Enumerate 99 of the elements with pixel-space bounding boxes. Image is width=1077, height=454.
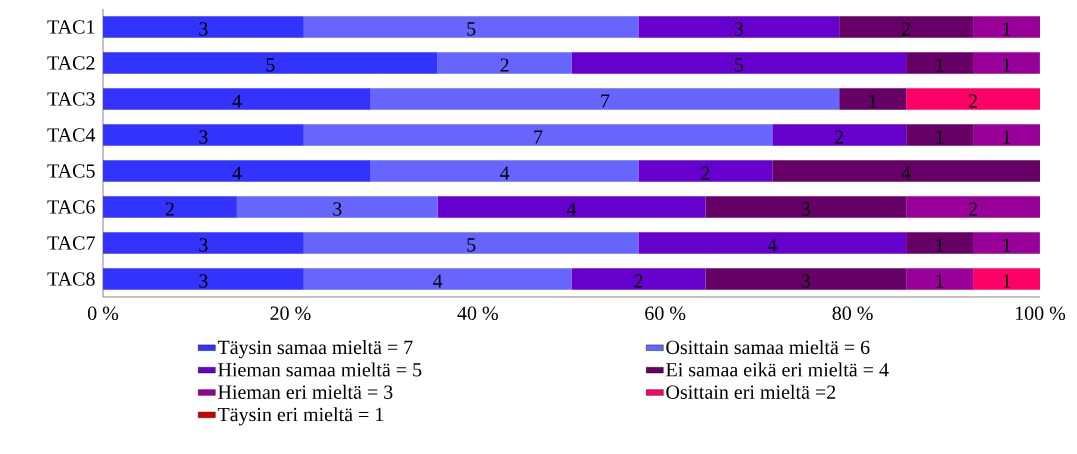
bar — [437, 196, 706, 218]
annotation: 4 — [500, 166, 510, 180]
bar — [303, 232, 639, 254]
bar — [370, 160, 639, 182]
annotation: 2 — [500, 58, 509, 72]
bar — [705, 196, 907, 218]
annotation: 2 — [165, 202, 174, 216]
annotation: 4 — [433, 274, 443, 288]
y-tick-label: TAC8 — [47, 272, 95, 286]
bar — [906, 88, 1040, 110]
bar — [973, 16, 1040, 38]
annotation: 4 — [767, 238, 777, 252]
y-tick-label: TAC5 — [47, 164, 95, 178]
x-tick-label: 100 % — [1015, 306, 1066, 321]
annotation: 1 — [1003, 238, 1011, 252]
annotation: 3 — [199, 274, 208, 288]
bar — [571, 268, 706, 290]
legend-label: Täysin eri mieltä = 1 — [217, 407, 384, 426]
y-tick-label: TAC4 — [47, 128, 96, 142]
annotation: 5 — [467, 22, 476, 36]
bar — [638, 16, 840, 38]
annotation: 1 — [1003, 130, 1011, 144]
bar — [906, 124, 974, 146]
legend-label: Osittain samaa mieltä = 6 — [666, 340, 870, 355]
legend-label: Osittain eri mieltä =2 — [666, 384, 836, 399]
bar — [705, 268, 907, 290]
bar — [103, 88, 371, 110]
bar — [370, 88, 840, 110]
x-tick-label: 40 % — [457, 306, 498, 321]
bar — [437, 52, 572, 74]
y-tick-label: TAC6 — [47, 200, 95, 214]
annotation: 1 — [936, 58, 944, 72]
annotation: 5 — [467, 238, 476, 252]
bar — [772, 160, 1040, 182]
bar — [839, 88, 907, 110]
annotation: 1 — [1003, 274, 1011, 288]
bar — [103, 196, 237, 218]
bar — [906, 196, 1040, 218]
annotation: 7 — [601, 94, 610, 108]
y-tick-label: TAC3 — [47, 92, 95, 106]
annotation: 3 — [734, 22, 744, 36]
annotation: 3 — [333, 202, 342, 216]
annotation: 1 — [936, 238, 944, 252]
bar — [973, 124, 1040, 146]
bar — [103, 16, 304, 38]
annotation: 4 — [901, 166, 911, 180]
bar — [303, 268, 572, 290]
bar — [236, 196, 438, 218]
bar — [103, 268, 304, 290]
bar — [839, 16, 974, 38]
annotation: 5 — [266, 58, 275, 72]
bar — [303, 16, 639, 38]
annotation: 3 — [199, 130, 208, 144]
bar — [973, 232, 1040, 254]
bar — [103, 124, 304, 146]
x-tick-label: 20 % — [270, 306, 311, 321]
legend-label: Hieman samaa mieltä = 5 — [218, 362, 422, 377]
bar — [772, 124, 907, 146]
bar — [103, 160, 371, 182]
bar — [103, 52, 438, 74]
annotation: 3 — [801, 274, 810, 288]
bar — [973, 268, 1040, 290]
bar — [906, 52, 973, 74]
annotation: 1 — [936, 274, 944, 288]
bar — [973, 52, 1040, 74]
annotation: 2 — [968, 94, 977, 108]
bar — [103, 232, 304, 254]
x-tick-label: 80 % — [832, 306, 873, 321]
annotation: 2 — [634, 274, 643, 288]
annotation: 1 — [869, 94, 877, 108]
bar — [571, 52, 907, 74]
annotation: 7 — [534, 130, 543, 144]
annotation: 1 — [1003, 22, 1011, 36]
annotation: 3 — [199, 238, 208, 252]
annotation: 4 — [232, 94, 242, 108]
legend-label: Hieman eri mieltä = 3 — [218, 384, 393, 399]
annotation: 2 — [835, 130, 844, 144]
annotation: 3 — [801, 202, 810, 216]
annotation: 4 — [566, 202, 577, 216]
bar — [303, 124, 773, 146]
legend-label: Täysin samaa mieltä = 7 — [217, 340, 413, 359]
annotation: 1 — [1003, 58, 1011, 72]
annotation: 1 — [936, 130, 944, 144]
y-tick-label: TAC1 — [47, 20, 95, 34]
y-tick-label: TAC7 — [47, 236, 95, 250]
annotation: 2 — [968, 202, 977, 216]
x-tick-label: 0 % — [87, 306, 119, 321]
y-tick-label: TAC2 — [47, 56, 95, 70]
annotation: 5 — [735, 58, 744, 72]
x-tick-label: 60 % — [645, 306, 686, 321]
bar — [638, 160, 773, 182]
annotation: 4 — [232, 166, 242, 180]
bar — [906, 268, 974, 290]
legend-label: Ei samaa eikä eri mieltä = 4 — [666, 362, 889, 377]
annotation: 3 — [199, 22, 208, 36]
annotation: 2 — [701, 166, 710, 180]
bar — [638, 232, 907, 254]
annotation: 2 — [901, 22, 910, 36]
bar — [906, 232, 973, 254]
